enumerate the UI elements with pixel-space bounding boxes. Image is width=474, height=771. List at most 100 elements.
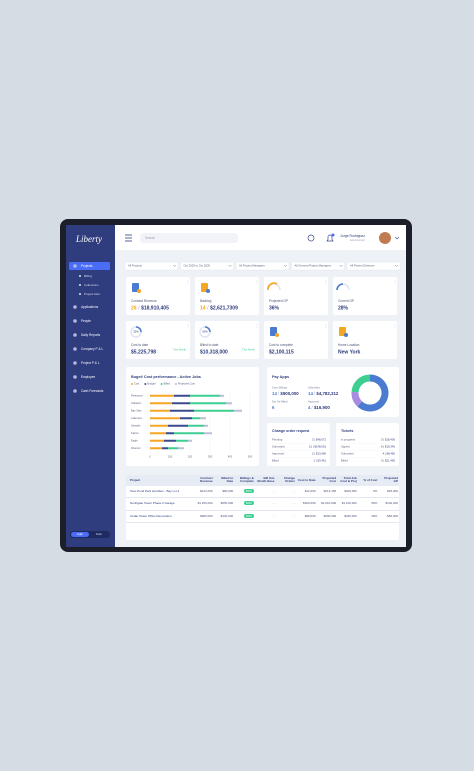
thead: Project Contract Revenue Billed to Date Bil… [126,475,399,486]
bell-icon[interactable] [326,234,334,242]
theme-active [71,532,89,537]
kpi-count: 14 [200,305,206,311]
table-cell: 32% [234,510,255,524]
card-menu[interactable]: ⋮ [255,323,259,328]
user-name: Jorge Rodriguez [340,234,365,238]
card-icon-badge [206,289,210,293]
y-tick-label: Falcon [131,431,139,435]
donut-slice [357,374,389,412]
projects-table: Project Contract Revenue Billed to Date Bil… [126,475,399,524]
filter-caret [172,264,177,267]
table-cell: $290,000 [316,510,338,524]
card-menu[interactable]: ⋮ [393,279,397,284]
chart-title: Buget/ Cost performance - Active Jobs [131,375,201,379]
y-tick-label: Lakeview [131,416,142,420]
donut-slice [351,374,371,393]
gauge-icon-arc [336,283,344,291]
bar [150,417,180,420]
bar [192,417,200,420]
card-menu[interactable]: ⋮ [186,323,190,328]
nav-subitem[interactable]: Collections [84,283,99,287]
filter-select[interactable] [124,261,179,271]
nav-subitem[interactable]: Billing [84,274,92,278]
summary-card [336,423,399,466]
kpi-note: This Month [173,348,186,352]
nav-item[interactable]: Projects [81,264,93,268]
nav-item[interactable]: Cash Forecasts [81,389,104,393]
kpi-label: Home Location [338,343,360,347]
avatar[interactable] [379,232,391,244]
table-cell: $1,100,000 [337,497,358,511]
filter-select[interactable] [346,261,401,271]
x-tick-label: 300 [208,455,213,459]
nav-item[interactable]: Daily Reports [81,333,101,337]
filter-label: All Project Managers [239,264,265,268]
active-nav[interactable] [69,262,110,270]
card-title: Pay Apps [272,375,289,379]
filter-select[interactable] [180,261,234,271]
ring-icon-label: 60% [202,330,208,334]
kpi-card [195,277,259,315]
card-icon [339,327,346,336]
bar [190,402,226,405]
menu-icon[interactable] [125,234,132,242]
pay-app-count: 4 [308,405,311,410]
kpi-label: Current GP [338,299,354,303]
pay-app-label: Approved [308,400,320,404]
donut-slice [351,391,363,407]
table: Project Contract Revenue Billed to Date Bil… [126,475,399,524]
table-cell: - [275,485,296,499]
kpi-value: $18,910,405 [141,305,169,311]
card-menu[interactable]: ⋮ [324,323,328,328]
kpi-card [333,321,397,359]
nav-icon [73,333,77,337]
kpi-separator: / [207,305,209,311]
card-menu[interactable]: ⋮ [324,279,328,284]
card-icon [270,327,277,336]
bar [234,409,242,412]
y-tick-label: Oakland [131,401,141,405]
nav-item[interactable]: People [81,319,91,323]
kpi-label: Billed to date [200,343,219,347]
table-cell: $90,000 [213,485,235,499]
card-menu[interactable]: ⋮ [255,279,259,284]
nav-item[interactable]: Company P & L [81,347,103,351]
table-row: Teso Pond Park Hamilton - Bay Lot 4 $412,… [126,485,399,499]
column-header: Bill this Month Base [254,475,276,486]
table-cell: $1,010,000 [316,497,338,511]
card-icon [132,283,139,292]
x-tick-label: 0 [149,455,151,459]
x-tick-label: 500 [248,455,253,459]
summary-label: Submitted [272,445,285,449]
kpi-label: Cost to complete [269,343,293,347]
card-icon [201,283,208,292]
bar [150,424,168,427]
kpi-note: This Month [242,348,255,352]
nav-subitem[interactable]: Project Alert [84,292,100,296]
x-tick-label: 100 [168,455,173,459]
kpi-count: 26 [131,305,137,311]
nav-item[interactable]: Project P & L [81,361,100,365]
table-row: Northgate Tower Phase II Garage $1,250,00… [126,497,399,511]
user-dropdown[interactable] [394,236,400,240]
filter-select[interactable] [291,261,345,271]
nav-item[interactable]: Applications [81,305,99,309]
pay-app-label: Open Billings [272,386,288,390]
card-icon-badge [137,289,141,293]
kpi-card [126,277,190,315]
sub-icon [79,284,81,286]
nav-item[interactable]: Employee [81,375,95,379]
progress-pill: 32% [243,513,254,518]
filter-select[interactable] [235,261,290,271]
search-box[interactable] [140,233,238,243]
bar [164,439,176,442]
settings-icon[interactable] [307,234,315,242]
bar [150,447,162,450]
nav-icon [73,264,77,268]
card-menu[interactable]: ⋮ [393,323,397,328]
y-tick-label: Riverton [131,446,141,450]
nav-icon [73,305,77,309]
card-menu[interactable]: ⋮ [186,279,190,284]
kpi-value: $10,318,000 [200,349,228,355]
kpi-value: $5,225,798 [131,349,156,355]
